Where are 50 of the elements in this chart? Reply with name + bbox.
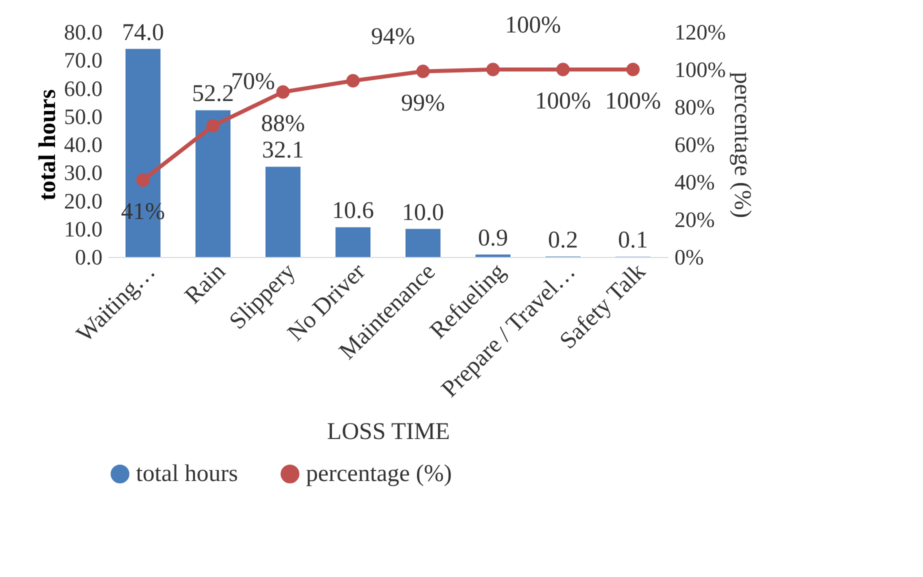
y2-tick-label: 120% [674,20,726,44]
point [276,85,290,99]
bar [266,166,300,257]
data-label: 100% [505,12,561,38]
legend-label: percentage (%) [306,461,452,487]
data-label: 0.2 [548,227,578,254]
y-axis-title: total hours [35,89,61,201]
data-label: 99% [401,90,445,116]
x-axis-title: LOSS TIME [327,419,450,446]
y2-tick-label: 80% [674,94,715,120]
data-label: 32.1 [262,138,304,164]
point [626,62,640,76]
data-label: 100% [535,88,591,114]
y2-tick-label: 20% [674,207,715,232]
data-label: 10.6 [332,198,374,224]
data-label: 10.0 [402,200,444,226]
y-tick-label: 70.0 [64,48,102,73]
y-tick-label: 60.0 [64,76,102,101]
x-tick-label: Rain [180,258,231,310]
data-label: 100% [605,88,661,114]
point [486,62,500,76]
y-tick-label: 0.0 [75,244,102,270]
point [556,62,570,76]
data-label: 88% [261,111,305,137]
y2-tick-label: 0% [674,244,704,270]
y-tick-label: 50.0 [64,104,102,129]
y-tick-label: 40.0 [64,132,102,157]
y2-axis-title: percentage (%) [728,72,755,218]
data-label: 0.9 [478,225,508,252]
y2-tick-label: 40% [674,170,715,194]
y2-tick-label: 60% [674,132,715,157]
y-tick-label: 10.0 [64,216,102,242]
bar [336,227,370,257]
point [346,74,360,88]
y-tick-label: 20.0 [64,188,102,214]
data-label: 70% [231,68,275,95]
point [136,173,150,187]
bar [196,110,230,257]
data-label: 0.1 [618,228,648,254]
legend-label: total hours [136,461,238,487]
point [206,119,220,132]
bar [476,254,510,257]
data-label: 94% [371,24,415,50]
data-label: 74.0 [122,20,164,46]
point [416,64,430,78]
y-tick-label: 30.0 [64,160,102,186]
bar [406,228,440,257]
y2-tick-label: 100% [674,57,726,82]
y-tick-label: 80.0 [64,20,102,44]
data-label: 52.2 [192,81,234,108]
